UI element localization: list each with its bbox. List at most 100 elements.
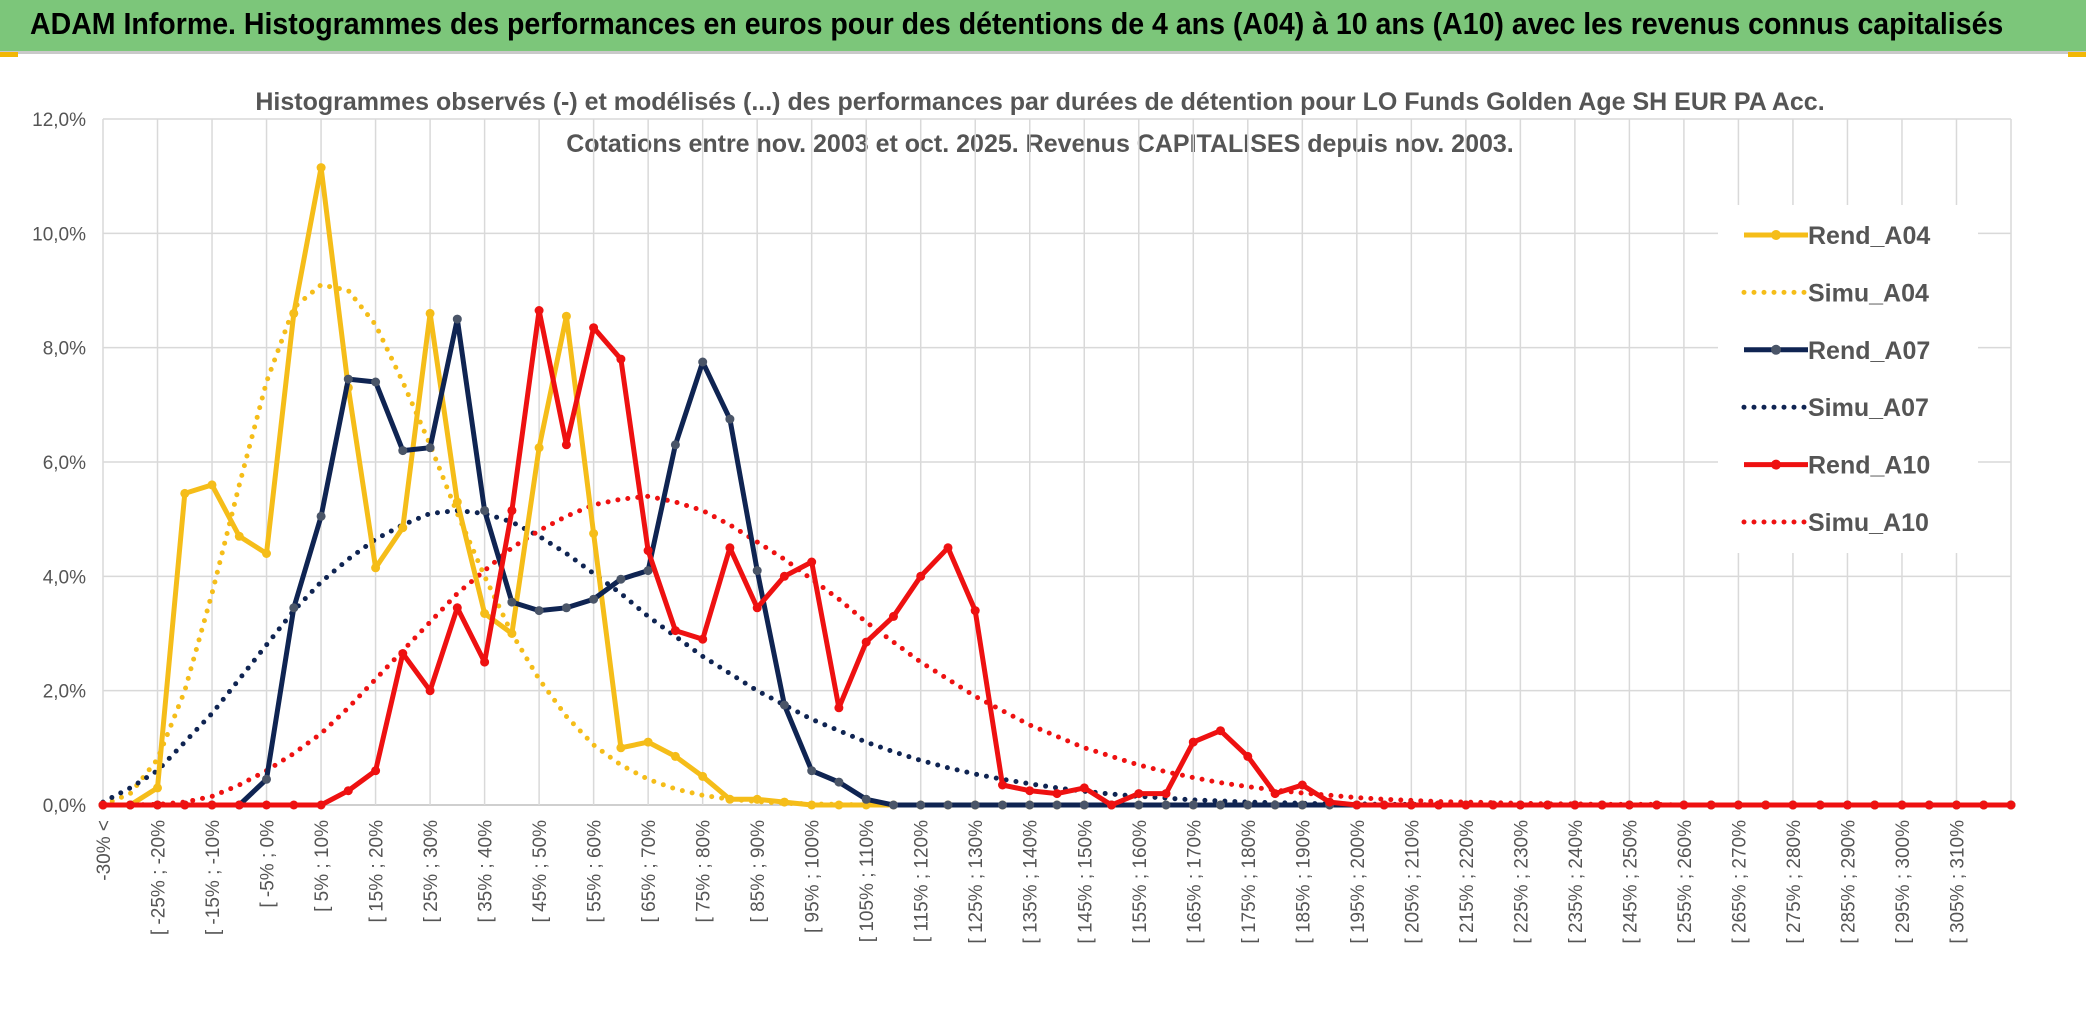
x-tick-label: [ 265% ; 270%: [1729, 820, 1750, 944]
x-tick-label: [ 195% ; 200%: [1348, 820, 1369, 944]
data-point: [943, 543, 953, 553]
legend-marker: [1771, 344, 1781, 355]
data-point: [725, 543, 735, 553]
legend-label: Simu_A10: [1808, 509, 1929, 537]
x-tick-label: [ 185% ; 190%: [1293, 820, 1314, 944]
data-point: [807, 800, 817, 810]
x-tick-label: [ 165% ; 170%: [1184, 820, 1205, 944]
x-tick-label: [ 5% ; 10%: [312, 820, 333, 912]
data-point: [1761, 800, 1771, 810]
data-point: [2006, 800, 2016, 810]
chart-subtitle: Cotations entre nov. 2003 et oct. 2025. …: [566, 130, 1514, 158]
x-tick-label: [ 145% ; 150%: [1075, 820, 1096, 944]
data-point: [1216, 800, 1225, 810]
data-point: [398, 649, 408, 658]
data-point: [398, 446, 408, 456]
data-point: [262, 800, 271, 810]
data-point: [1652, 800, 1662, 810]
data-point: [1379, 800, 1389, 810]
x-tick-label: [ 35% ; 40%: [476, 820, 497, 923]
data-point: [561, 311, 571, 321]
data-point: [289, 800, 299, 810]
y-tick-label: 10,0%: [32, 224, 86, 245]
data-point: [316, 511, 326, 521]
data-point: [371, 766, 381, 776]
data-point: [1570, 800, 1580, 810]
data-point: [943, 800, 953, 810]
data-point: [1188, 800, 1198, 810]
series-line: [100, 508, 2014, 808]
data-point: [534, 606, 544, 616]
data-point: [916, 571, 926, 581]
data-point: [1815, 800, 1825, 810]
data-point: [262, 774, 271, 784]
data-point: [861, 637, 871, 647]
data-point: [643, 737, 653, 747]
data-point: [1979, 800, 1989, 810]
data-point: [616, 743, 626, 753]
data-point: [534, 443, 544, 453]
data-point: [561, 440, 571, 450]
data-point: [752, 794, 762, 804]
data-point: [153, 800, 162, 810]
y-tick-label: 8,0%: [43, 339, 86, 360]
data-point: [998, 800, 1007, 810]
data-point: [589, 529, 599, 538]
data-point: [1188, 737, 1198, 747]
data-point: [1079, 800, 1089, 810]
data-point: [125, 800, 135, 810]
data-point: [889, 800, 898, 810]
data-point: [725, 414, 735, 424]
data-point: [752, 566, 762, 576]
data-point: [589, 594, 599, 604]
data-point: [970, 800, 980, 810]
legend-label: Simu_A07: [1808, 394, 1929, 422]
legend-marker: [1771, 230, 1781, 240]
x-tick-label: [ 245% ; 250%: [1620, 820, 1641, 944]
x-tick-label: [ 155% ; 160%: [1130, 820, 1151, 944]
corner-mark-left: [0, 52, 18, 57]
legend-item-rend_a10: Rend_A10: [1744, 452, 1930, 480]
data-point: [262, 549, 271, 558]
data-point: [180, 488, 190, 498]
data-point: [1488, 800, 1498, 810]
x-tick-label: [ 295% ; 300%: [1893, 820, 1914, 944]
data-point: [507, 506, 517, 516]
x-tick-label: [ 105% ; 110%: [857, 820, 878, 942]
data-point: [1052, 789, 1062, 799]
y-tick-label: 6,0%: [43, 453, 86, 474]
legend-box: [1718, 205, 1978, 553]
x-axis-ticks: -30% < [ -25% ; -20% [ -15% ; -10% [ -5% ; …: [94, 820, 1968, 944]
data-point: [1325, 797, 1335, 807]
data-point: [425, 443, 435, 453]
y-tick-label: 4,0%: [43, 567, 86, 588]
header-banner: ADAM Informe. Histogrammes des performan…: [0, 0, 2086, 54]
data-point: [616, 354, 626, 364]
data-point: [1597, 800, 1607, 810]
data-point: [1461, 800, 1471, 810]
y-tick-label: 12,0%: [32, 110, 86, 131]
data-point: [1434, 800, 1444, 810]
data-point: [643, 566, 653, 576]
data-point: [1134, 800, 1144, 810]
x-tick-label: [ 275% ; 280%: [1784, 820, 1805, 944]
data-point: [234, 800, 244, 810]
x-tick-label: [ 125% ; 130%: [966, 820, 987, 944]
legend-label: Rend_A04: [1808, 222, 1930, 250]
data-point: [834, 703, 844, 713]
data-point: [1025, 800, 1035, 810]
data-point: [1706, 800, 1716, 810]
data-point: [834, 777, 844, 787]
x-tick-label: [ -5% ; 0%: [258, 820, 279, 908]
data-point: [1897, 800, 1907, 810]
data-point: [289, 603, 299, 613]
y-axis-ticks: 0,0% 2,0% 4,0% 6,0% 8,0% 10,0% 12,0%: [32, 110, 86, 817]
data-point: [480, 609, 490, 618]
banner-title: ADAM Informe. Histogrammes des performan…: [30, 6, 2004, 41]
data-point: [807, 766, 817, 776]
data-point: [1243, 751, 1253, 761]
data-point: [1515, 800, 1525, 810]
x-tick-label: [ 305% ; 310%: [1947, 820, 1968, 944]
data-point: [1216, 726, 1225, 736]
data-point: [779, 700, 789, 710]
